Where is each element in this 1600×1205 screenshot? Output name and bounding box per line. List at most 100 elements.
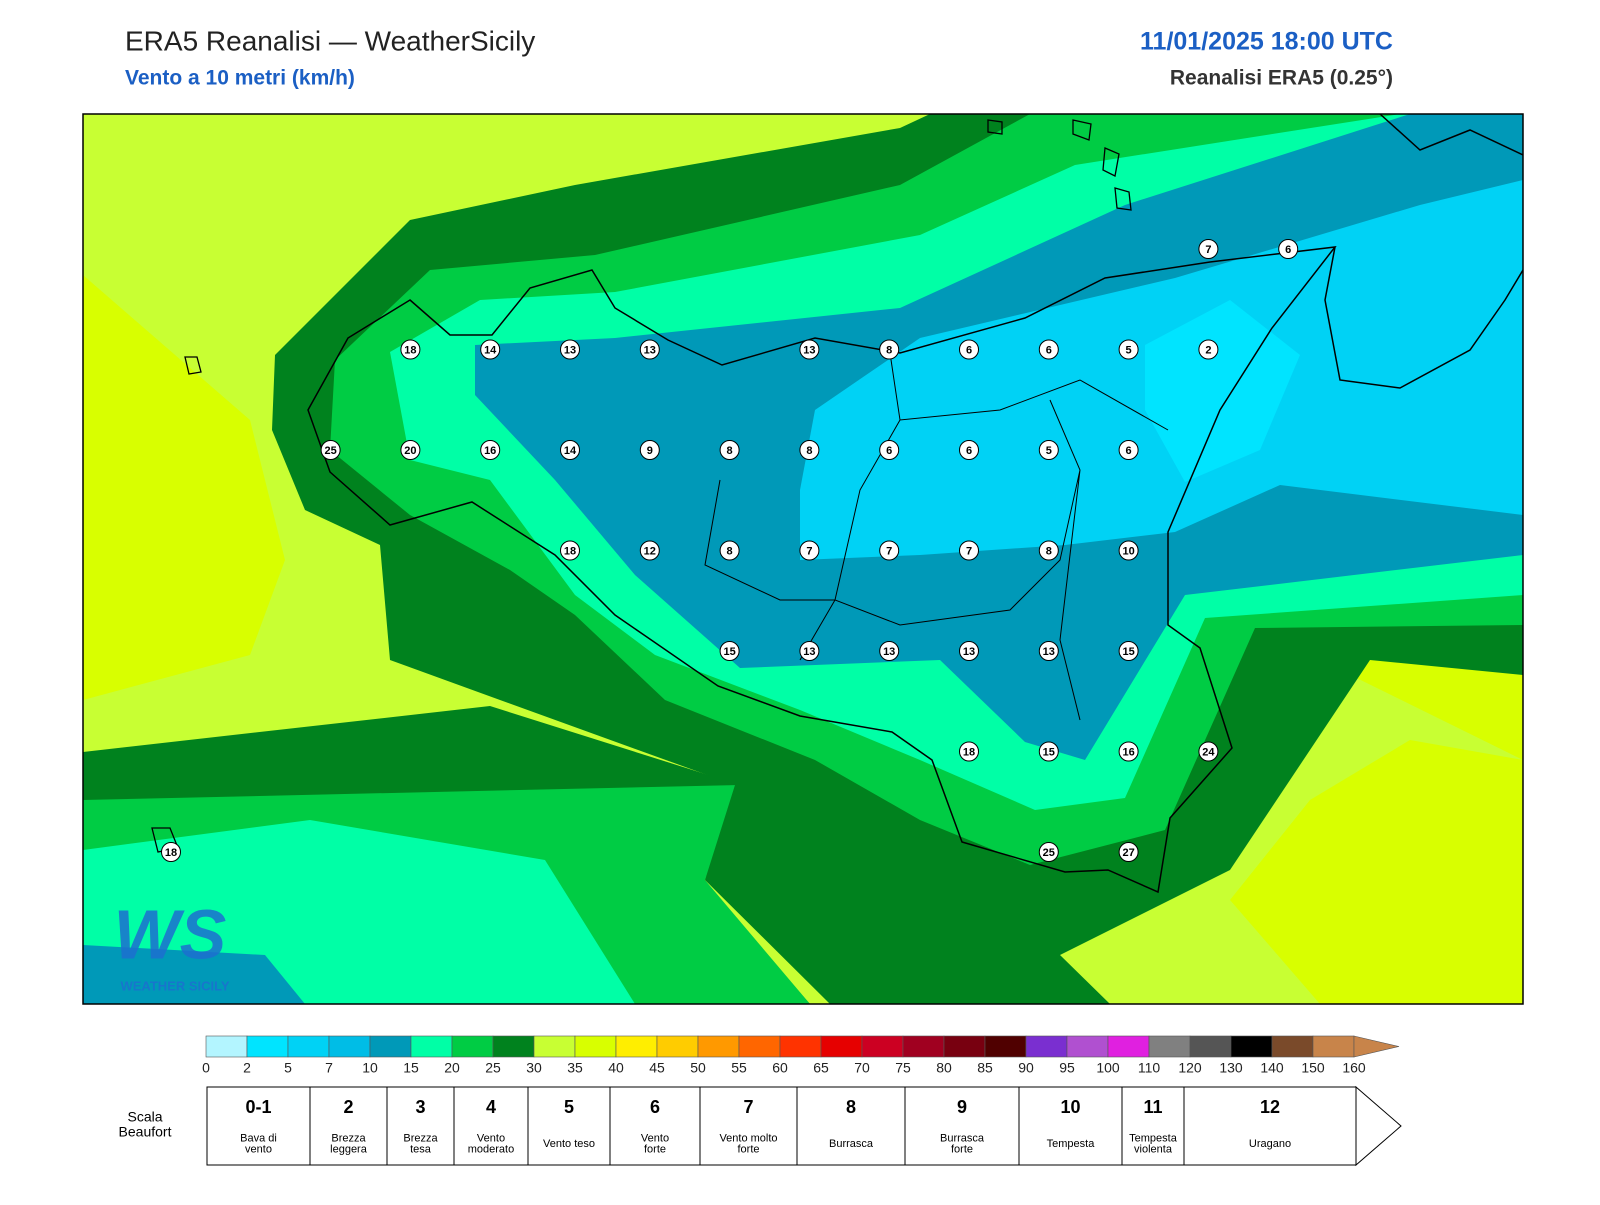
colorbar-tick: 55 bbox=[731, 1060, 747, 1076]
beaufort-desc: forte bbox=[951, 1143, 973, 1155]
station-marker bbox=[879, 641, 900, 661]
station-value: 2 bbox=[1205, 344, 1211, 356]
colorbar-swatch bbox=[287, 1035, 330, 1058]
beaufort-desc: Vento bbox=[641, 1132, 669, 1144]
station-value: 14 bbox=[484, 344, 497, 356]
station-value: 18 bbox=[404, 344, 416, 356]
station-marker bbox=[959, 741, 979, 762]
station-marker bbox=[320, 440, 341, 460]
station-marker bbox=[719, 540, 740, 561]
station-marker bbox=[879, 540, 900, 561]
beaufort-desc: Vento teso bbox=[543, 1138, 595, 1150]
colorbar-swatch bbox=[1271, 1035, 1314, 1058]
station-marker bbox=[1038, 440, 1059, 460]
sea-zone bbox=[83, 945, 305, 1004]
station-value: 7 bbox=[886, 545, 892, 557]
colorbar-swatch bbox=[369, 1035, 412, 1058]
station-value: 6 bbox=[886, 445, 892, 457]
station-value: 6 bbox=[1126, 445, 1132, 457]
beaufort-box bbox=[206, 1086, 311, 1166]
colorbar-swatch bbox=[902, 1035, 945, 1058]
beaufort-desc: Burrasca bbox=[829, 1138, 874, 1150]
colorbar-swatch bbox=[984, 1035, 1027, 1058]
station-value: 16 bbox=[484, 445, 496, 457]
colorbar-tick: 2 bbox=[243, 1060, 251, 1076]
station-value: 6 bbox=[1285, 244, 1291, 256]
beaufort-number: 10 bbox=[1060, 1097, 1080, 1117]
colorbar-tick: 110 bbox=[1138, 1060, 1161, 1076]
station-value: 14 bbox=[564, 445, 577, 457]
beaufort-box bbox=[309, 1086, 388, 1166]
colorbar-swatch bbox=[615, 1035, 658, 1058]
station-value: 7 bbox=[806, 545, 812, 557]
colorbar-swatch bbox=[1189, 1035, 1232, 1058]
station-marker bbox=[799, 641, 820, 661]
colorbar-tick: 45 bbox=[649, 1060, 665, 1076]
station-value: 7 bbox=[966, 545, 972, 557]
beaufort-box bbox=[904, 1086, 1020, 1166]
beaufort-desc: tesa bbox=[410, 1143, 432, 1155]
station-value: 8 bbox=[727, 545, 733, 557]
station-value: 6 bbox=[1046, 344, 1052, 356]
station-value: 13 bbox=[644, 344, 656, 356]
colorbar-swatch bbox=[1230, 1035, 1273, 1058]
station-marker bbox=[799, 540, 820, 561]
beaufort-desc: Brezza bbox=[403, 1132, 438, 1144]
colorbar-swatch bbox=[656, 1035, 699, 1058]
station-value: 13 bbox=[803, 646, 815, 658]
station-value: 18 bbox=[564, 545, 576, 557]
beaufort-label: Scala bbox=[127, 1109, 162, 1125]
colorbar-tick: 25 bbox=[485, 1060, 501, 1076]
beaufort-box bbox=[609, 1086, 701, 1166]
beaufort-desc: violenta bbox=[1134, 1143, 1173, 1155]
colorbar-swatch bbox=[328, 1035, 371, 1058]
beaufort-box bbox=[1121, 1086, 1185, 1166]
beaufort-box bbox=[699, 1086, 798, 1166]
station-marker bbox=[959, 440, 979, 460]
source: Reanalisi ERA5 (0.25°) bbox=[1170, 67, 1393, 90]
beaufort-desc: Vento molto bbox=[719, 1132, 777, 1144]
beaufort-desc: moderato bbox=[468, 1143, 514, 1155]
station-value: 15 bbox=[723, 646, 735, 658]
beaufort-number: 4 bbox=[486, 1097, 496, 1117]
colorbar-tick: 20 bbox=[444, 1060, 460, 1076]
station-marker bbox=[1278, 239, 1299, 259]
station-marker bbox=[1038, 339, 1059, 360]
colorbar-tick: 65 bbox=[813, 1060, 829, 1076]
station-marker bbox=[1198, 741, 1219, 762]
station-marker bbox=[400, 440, 421, 460]
station-value: 5 bbox=[1046, 445, 1052, 457]
title: ERA5 Reanalisi — WeatherSicily bbox=[125, 25, 535, 56]
colorbar-tick: 75 bbox=[895, 1060, 911, 1076]
colorbar-tick: 90 bbox=[1018, 1060, 1034, 1076]
station-value: 7 bbox=[1205, 244, 1211, 256]
station-value: 25 bbox=[1043, 847, 1055, 859]
station-marker bbox=[1118, 641, 1139, 661]
station-marker bbox=[799, 339, 820, 360]
colorbar-tick: 15 bbox=[403, 1060, 419, 1076]
station-marker bbox=[560, 339, 580, 360]
station-marker bbox=[639, 540, 660, 561]
station-marker bbox=[879, 440, 900, 460]
logo-text: WEATHER SICILY bbox=[120, 978, 229, 993]
station-value: 10 bbox=[1122, 545, 1134, 557]
colorbar-swatch bbox=[1312, 1035, 1355, 1058]
colorbar-swatch bbox=[943, 1035, 986, 1058]
coastline bbox=[307, 246, 1337, 894]
sea-zone bbox=[1230, 650, 1523, 1004]
station-value: 6 bbox=[966, 344, 972, 356]
beaufort-desc: forte bbox=[737, 1143, 759, 1155]
station-value: 13 bbox=[564, 344, 576, 356]
beaufort-arrow bbox=[1355, 1085, 1402, 1167]
station-marker bbox=[1198, 339, 1219, 360]
station-marker bbox=[400, 339, 421, 360]
colorbar-swatch bbox=[246, 1035, 289, 1058]
beaufort-box bbox=[453, 1086, 529, 1166]
colorbar-swatch bbox=[779, 1035, 822, 1058]
station-value: 16 bbox=[1122, 746, 1134, 758]
colorbar-tick: 160 bbox=[1342, 1060, 1366, 1076]
station-value: 15 bbox=[1043, 746, 1055, 758]
beaufort-number: 0-1 bbox=[245, 1097, 271, 1117]
map-frame bbox=[82, 113, 1524, 1005]
